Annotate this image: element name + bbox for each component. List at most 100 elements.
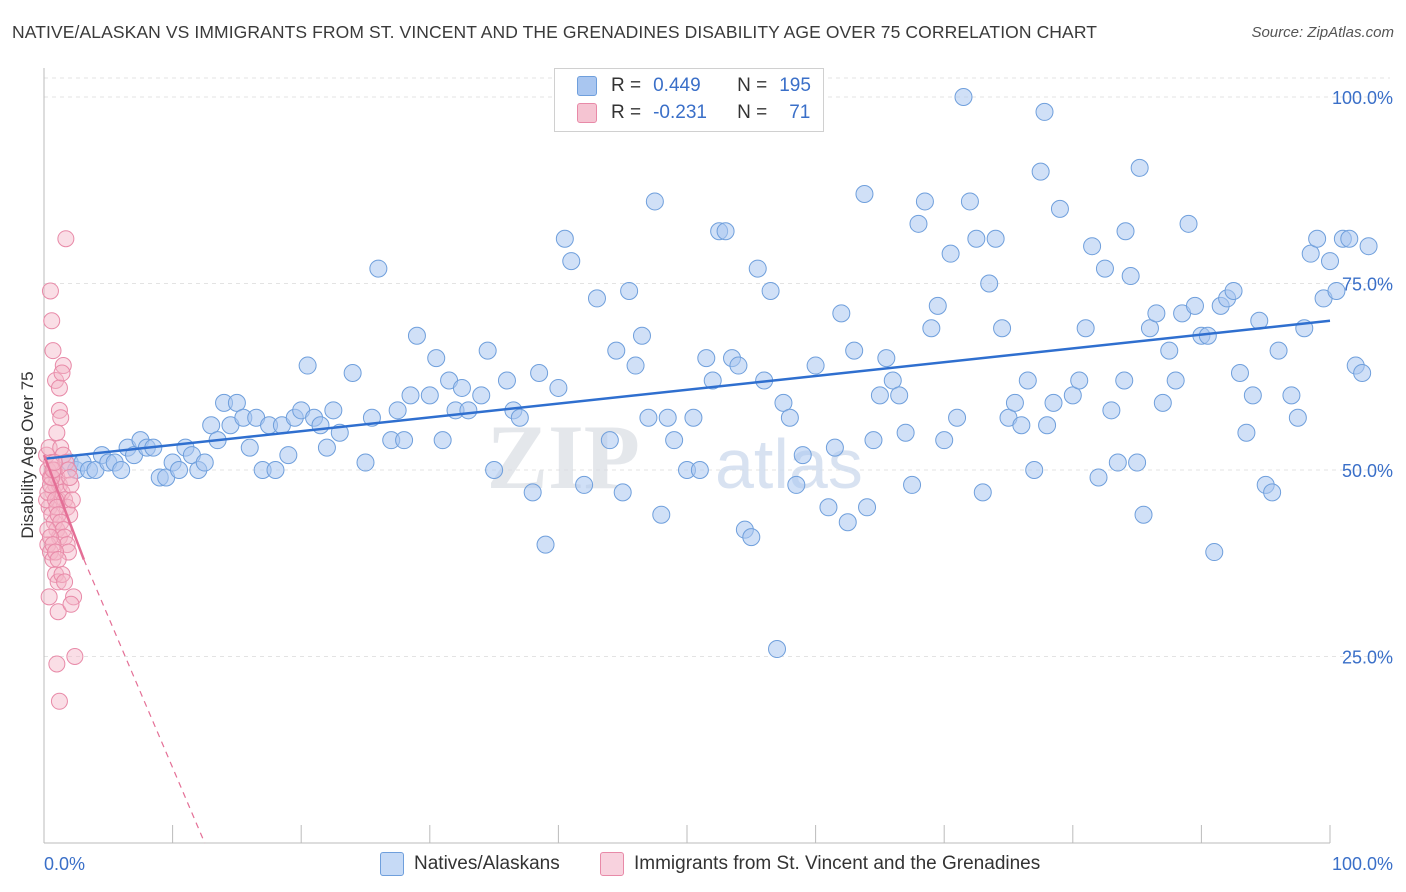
- natives-point: [658, 408, 677, 427]
- natives-point: [1243, 386, 1262, 405]
- natives-point: [1121, 267, 1140, 286]
- source-label: Source: ZipAtlas.com: [1251, 24, 1394, 41]
- natives-point: [845, 341, 864, 360]
- natives-point: [993, 319, 1012, 338]
- natives-point: [684, 408, 703, 427]
- natives-point: [1115, 371, 1134, 390]
- correlation-legend: R = 0.449 N = 195 R = -0.231 N = 71: [554, 68, 824, 132]
- natives-point: [1134, 505, 1153, 524]
- natives-point: [1179, 214, 1198, 233]
- immigrants-point: [44, 342, 62, 360]
- x-tick-label: 100.0%: [1332, 854, 1393, 874]
- x-tick-label: 0.0%: [44, 854, 85, 874]
- natives-point: [311, 416, 330, 435]
- immigrants-point: [66, 648, 84, 665]
- natives-point: [575, 475, 594, 494]
- natives-point: [729, 356, 748, 375]
- natives-point: [388, 401, 407, 420]
- natives-point: [922, 319, 941, 338]
- natives-point: [1102, 401, 1121, 420]
- natives-point: [909, 214, 928, 233]
- natives-r-value: 0.449: [653, 75, 701, 96]
- natives-legend-swatch: [380, 852, 404, 876]
- natives-point: [883, 371, 902, 390]
- natives-legend-label: Natives/Alaskans: [414, 853, 560, 874]
- natives-point: [112, 461, 131, 479]
- natives-point: [903, 475, 922, 494]
- natives-point: [266, 461, 285, 479]
- natives-point: [973, 483, 992, 502]
- natives-point: [1005, 393, 1024, 412]
- natives-point: [530, 364, 549, 383]
- immigrants-point: [49, 551, 67, 569]
- natives-point: [1166, 371, 1185, 390]
- legend-row-immigrants: R = -0.231 N = 71: [577, 100, 810, 126]
- natives-point: [1327, 281, 1346, 300]
- immigrants-point: [50, 379, 68, 397]
- immigrants-point: [40, 588, 58, 606]
- natives-point: [632, 326, 651, 345]
- natives-point: [202, 416, 221, 435]
- natives-point: [620, 281, 639, 300]
- natives-point: [1116, 222, 1135, 241]
- natives-point: [195, 453, 214, 472]
- natives-point: [793, 446, 812, 465]
- natives-point: [459, 401, 478, 420]
- natives-point: [838, 513, 857, 532]
- immigrants-point: [53, 364, 71, 382]
- natives-point: [896, 423, 915, 442]
- natives-point: [472, 386, 491, 405]
- natives-point: [497, 371, 516, 390]
- natives-point: [960, 192, 979, 211]
- natives-point: [774, 393, 793, 412]
- r-label: R =: [611, 75, 642, 96]
- natives-point: [1263, 483, 1282, 502]
- natives-point: [510, 408, 529, 427]
- natives-point: [549, 378, 568, 397]
- natives-point: [1321, 252, 1339, 271]
- natives-point: [761, 281, 780, 300]
- natives-point: [690, 461, 709, 479]
- natives-point: [1063, 386, 1082, 405]
- immigrants-r-value: -0.231: [653, 102, 707, 123]
- immigrants-point: [40, 439, 58, 457]
- natives-n-value: 195: [779, 75, 811, 96]
- natives-point: [825, 438, 844, 457]
- natives-point: [928, 296, 947, 315]
- natives-point: [915, 192, 934, 211]
- immigrants-trend-extension: [83, 559, 206, 844]
- natives-point: [587, 289, 606, 308]
- natives-point: [1038, 416, 1057, 435]
- natives-point: [1301, 244, 1320, 263]
- legend-row-natives: R = 0.449 N = 195: [577, 73, 811, 99]
- natives-point: [780, 408, 799, 427]
- natives-point: [452, 378, 471, 397]
- series-legend: Natives/Alaskans Immigrants from St. Vin…: [0, 852, 1406, 878]
- natives-point: [787, 475, 806, 494]
- natives-point: [600, 431, 619, 450]
- natives-point: [819, 498, 838, 517]
- natives-point: [870, 386, 889, 405]
- natives-point: [407, 326, 426, 345]
- immigrants-legend-label: Immigrants from St. Vincent and the Gren…: [634, 853, 1041, 874]
- immigrants-point: [52, 409, 70, 427]
- natives-point: [697, 349, 716, 368]
- natives-point: [1282, 386, 1301, 405]
- natives-swatch: [577, 76, 597, 96]
- natives-point: [1025, 461, 1044, 479]
- natives-point: [1224, 281, 1243, 300]
- natives-point: [607, 341, 626, 360]
- natives-point: [665, 431, 684, 450]
- natives-point: [1130, 158, 1149, 177]
- natives-point: [1147, 304, 1166, 323]
- natives-point: [986, 229, 1005, 248]
- natives-point: [948, 408, 967, 427]
- natives-point: [1205, 543, 1224, 562]
- natives-point: [298, 356, 317, 375]
- y-tick-label: 75.0%: [1342, 275, 1393, 295]
- natives-point: [890, 386, 909, 405]
- natives-point: [562, 252, 581, 271]
- y-axis-label: Disability Age Over 75: [18, 371, 37, 538]
- natives-point: [427, 349, 446, 368]
- natives-point: [1031, 162, 1050, 181]
